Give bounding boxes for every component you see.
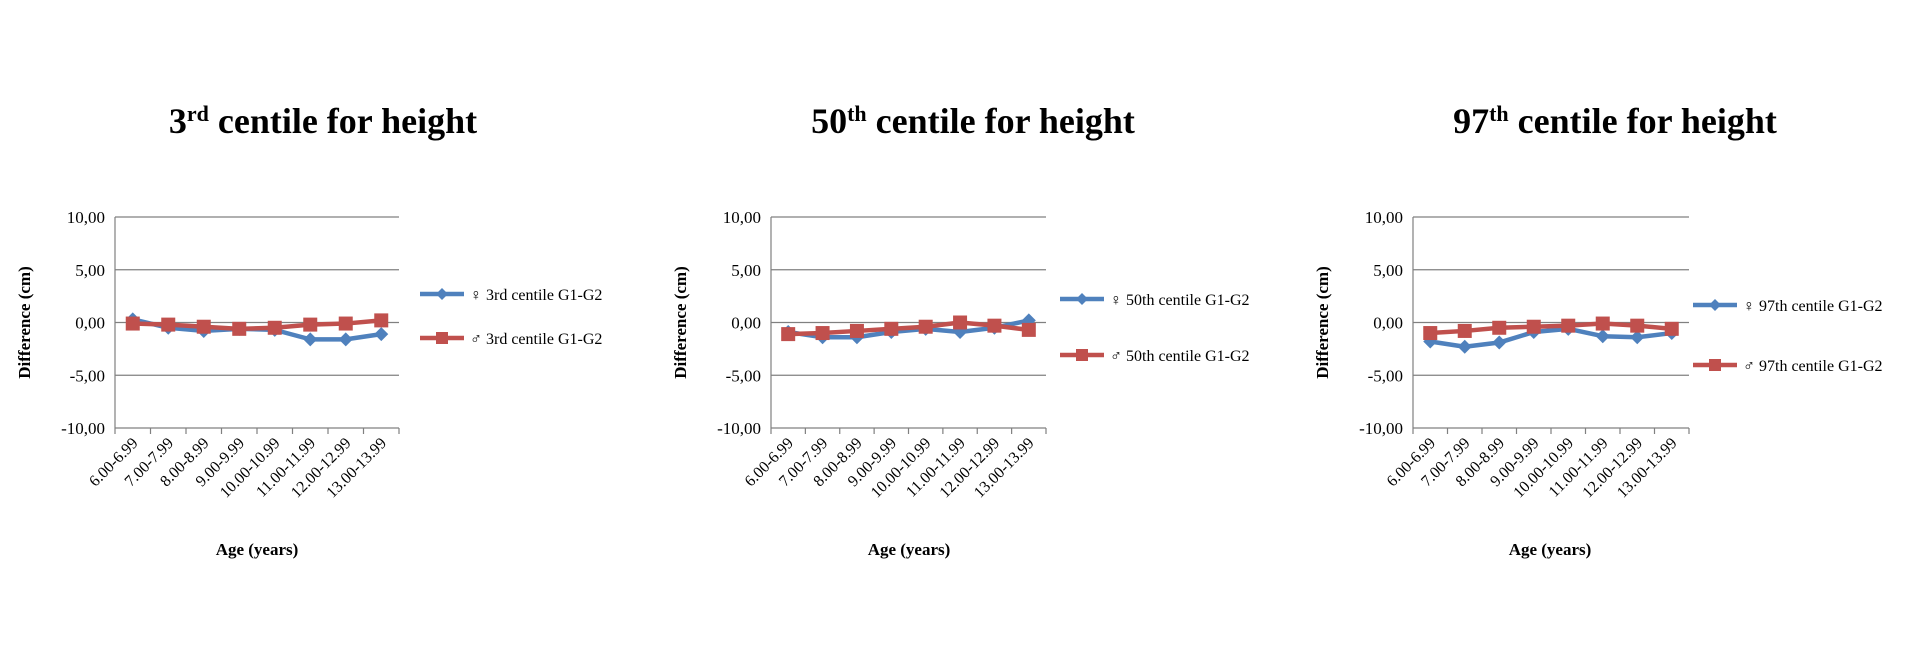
chart-title-number: 97 [1453,101,1489,141]
chart-title-rest: centile for height [867,101,1135,141]
data-point-female [338,332,353,347]
data-point-male [987,318,1002,333]
data-point-male [196,319,211,334]
data-point-male [232,321,247,336]
y-tick-label: -10,00 [717,419,761,438]
data-point-female [1457,339,1472,354]
data-point-male [918,319,933,334]
chart-title-number: 3 [169,101,187,141]
chart-1: 3rd centile for height 10,00 5,00 0,00 -5,00… [15,101,602,559]
x-axis-label: Age (years) [216,540,299,559]
data-point-female [1492,335,1507,350]
data-point-male [1664,321,1679,336]
data-point-male [884,321,899,336]
legend-label: ♀ 3rd centile G1-G2 [470,287,602,304]
legend-marker [436,288,448,300]
data-point-female [1595,329,1610,344]
data-point-male [1423,326,1438,341]
y-tick-label: 0,00 [1373,314,1403,333]
chart-title-suffix: th [1489,101,1509,126]
data-point-male [125,316,140,331]
data-point-male [267,320,282,335]
y-tick-label: 5,00 [75,261,105,280]
data-point-female [303,332,318,347]
chart-title-suffix: rd [187,101,209,126]
data-point-male [1457,323,1472,338]
legend-marker [436,332,448,344]
chart-title: 3rd centile for height [169,101,477,141]
chart-title-rest: centile for height [1509,101,1777,141]
y-tick-label: 10,00 [67,208,105,227]
y-tick-label: -5,00 [726,366,761,385]
data-point-male [374,313,389,328]
chart-title-suffix: th [847,101,867,126]
legend-label: ♀ 50th centile G1-G2 [1110,292,1250,309]
chart-title: 97th centile for height [1453,101,1777,141]
data-point-male [849,323,864,338]
legend-marker [1709,299,1721,311]
data-point-male [815,326,830,341]
y-tick-label: 10,00 [723,208,761,227]
chart-title: 50th centile for height [811,101,1135,141]
x-axis-label: Age (years) [868,540,951,559]
y-axis-label: Difference (cm) [671,266,690,378]
y-tick-label: -10,00 [1359,419,1403,438]
y-tick-label: 10,00 [1365,208,1403,227]
y-tick-label: -5,00 [70,366,105,385]
chart-title-rest: centile for height [209,101,477,141]
legend-label: ♂ 50th centile G1-G2 [1110,348,1250,365]
data-point-male [338,316,353,331]
data-point-female [1630,330,1645,345]
y-tick-label: -5,00 [1368,366,1403,385]
data-point-male [1561,318,1576,333]
y-tick-label: 0,00 [75,314,105,333]
chart-title-number: 50 [811,101,847,141]
data-point-male [1595,316,1610,331]
y-tick-label: 0,00 [731,314,761,333]
y-axis-label: Difference (cm) [1313,266,1332,378]
data-point-male [1630,318,1645,333]
data-point-male [781,327,796,342]
y-tick-label: 5,00 [1373,261,1403,280]
x-axis-label: Age (years) [1509,540,1592,559]
legend-label: ♀ 97th centile G1-G2 [1743,298,1883,315]
data-point-male [303,317,318,332]
chart-3: 97th centile for height 10,00 5,00 0,00 -5,0… [1313,101,1883,559]
data-point-male [1021,322,1036,337]
data-point-male [1492,320,1507,335]
data-point-female [374,327,389,342]
y-tick-label: -10,00 [61,419,105,438]
legend-marker [1076,349,1088,361]
data-point-male [161,317,176,332]
legend-marker [1709,359,1721,371]
legend-label: ♂ 97th centile G1-G2 [1743,358,1883,375]
legend-marker [1076,293,1088,305]
y-tick-label: 5,00 [731,261,761,280]
data-point-male [953,315,968,330]
data-point-male [1526,319,1541,334]
chart-2: 50th centile for height 10,00 5,00 0,00 -5,0… [671,101,1250,559]
legend-label: ♂ 3rd centile G1-G2 [470,331,602,348]
y-axis-label: Difference (cm) [15,266,34,378]
